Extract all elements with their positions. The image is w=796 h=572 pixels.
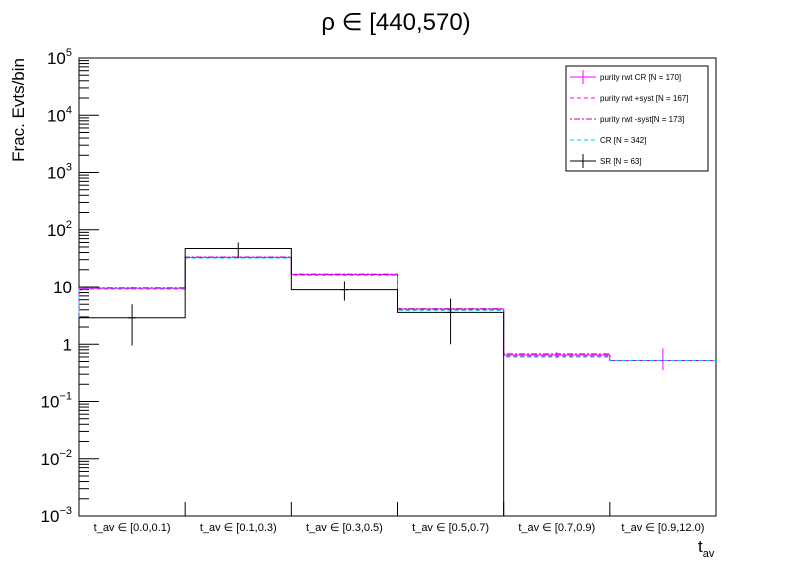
y-tick-label-exponent: 2 [66, 219, 72, 231]
y-axis-label: Frac. Evts/bin [9, 58, 28, 162]
y-tick-label-exponent: 4 [66, 104, 72, 116]
y-tick-label: 102 [47, 219, 72, 240]
y-tick-label-base: 10 [41, 507, 60, 526]
y-tick-label: 1 [63, 335, 72, 354]
y-tick-label-exponent: −1 [59, 391, 72, 403]
y-tick-label-base: 10 [47, 221, 66, 240]
legend-entry: purity rwt CR [N = 170] [570, 70, 681, 84]
chart-title: ρ ∈ [440,570) [321, 9, 470, 36]
x-tick-label: t_av ∈ [0.1,0.3) [200, 522, 277, 534]
x-axis-label-sub: av [703, 548, 715, 560]
y-tick-label-base: 10 [47, 106, 66, 125]
x-axis-label-base: t [698, 537, 703, 556]
x-axis-ticks: t_av ∈ [0.0,0.1) t_av ∈ [0.1,0.3) t_av ∈ [… [94, 502, 704, 534]
legend: purity rwt CR [N = 170] purity rwt +syst … [565, 65, 709, 172]
y-tick-label-base: 10 [41, 393, 60, 412]
legend-entry: purity rwt +syst [N = 167] [570, 94, 688, 103]
legend-label: SR [N = 63] [600, 157, 642, 166]
legend-entries: purity rwt CR [N = 170] purity rwt +syst … [570, 70, 688, 168]
legend-label: purity rwt +syst [N = 167] [600, 94, 688, 103]
x-tick-label: t_av ∈ [0.7,0.9) [518, 522, 595, 534]
data-series [78, 242, 716, 517]
legend-entry: purity rwt -syst[N = 173] [570, 115, 684, 124]
y-tick-label-base: 10 [47, 164, 66, 183]
legend-entry: CR [N = 342] [570, 136, 646, 145]
y-tick-label-base: 1 [63, 335, 72, 354]
y-tick-label-base: 10 [53, 278, 72, 297]
y-tick-label: 10 [53, 278, 72, 297]
y-tick-label: 10−1 [41, 391, 72, 412]
y-tick-label-exponent: 3 [66, 162, 72, 174]
series-step-line [78, 256, 716, 516]
series-4 [78, 242, 716, 517]
y-tick-label: 103 [47, 162, 72, 183]
y-tick-label: 10−3 [41, 505, 72, 526]
y-tick-label-exponent: 5 [66, 47, 72, 59]
series-2 [78, 256, 716, 516]
y-tick-label-base: 10 [41, 450, 60, 469]
legend-label: purity rwt CR [N = 170] [600, 73, 681, 82]
y-tick-label-base: 10 [47, 49, 66, 68]
legend-entry: SR [N = 63] [570, 154, 642, 168]
y-tick-label: 104 [47, 104, 72, 125]
x-axis-label: tav [698, 537, 715, 560]
legend-label: purity rwt -syst[N = 173] [600, 115, 684, 124]
legend-label: CR [N = 342] [600, 136, 646, 145]
y-tick-label: 10−2 [41, 448, 72, 469]
y-tick-label-exponent: −2 [59, 448, 72, 460]
x-tick-label: t_av ∈ [0.5,0.7) [412, 522, 489, 534]
x-tick-label: t_av ∈ [0.9,12.0) [621, 522, 704, 534]
y-tick-label: 105 [47, 47, 72, 68]
x-tick-label: t_av ∈ [0.0,0.1) [94, 522, 171, 534]
x-tick-label: t_av ∈ [0.3,0.5) [306, 522, 383, 534]
y-tick-label-exponent: −3 [59, 505, 72, 517]
